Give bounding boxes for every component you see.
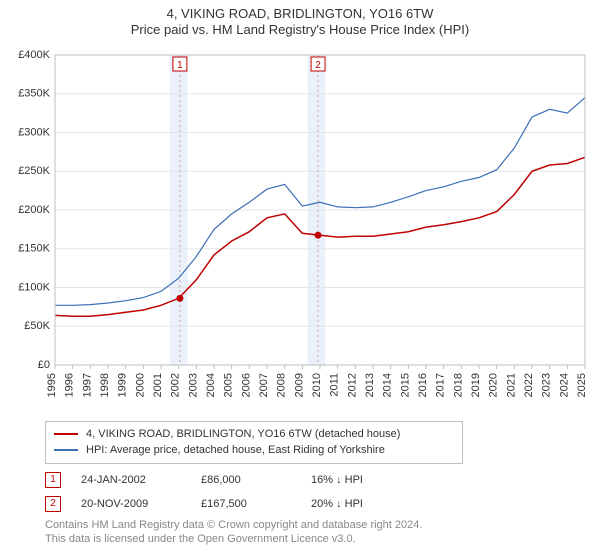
transaction-marker: 2: [45, 496, 61, 512]
chart-svg: £0 £50K £100K £150K £200K £250K £300K £350K £400…: [10, 45, 590, 415]
svg-text:2021: 2021: [505, 373, 517, 397]
svg-text:2003: 2003: [187, 373, 199, 397]
legend-item: 4, VIKING ROAD, BRIDLINGTON, YO16 6TW (d…: [54, 426, 454, 443]
svg-text:2012: 2012: [346, 373, 358, 397]
transaction-date: 20-NOV-2009: [81, 498, 181, 510]
legend-swatch: [54, 433, 78, 435]
svg-text:£400K: £400K: [18, 48, 50, 60]
svg-text:1997: 1997: [81, 373, 93, 397]
svg-text:2001: 2001: [152, 373, 164, 397]
svg-text:1999: 1999: [117, 373, 129, 397]
svg-text:2015: 2015: [399, 373, 411, 397]
chart-subtitle: Price paid vs. HM Land Registry's House …: [10, 22, 590, 38]
svg-text:2005: 2005: [223, 373, 235, 397]
transaction-price: £167,500: [201, 498, 291, 510]
legend-swatch: [54, 449, 78, 451]
svg-text:£300K: £300K: [18, 126, 50, 138]
legend-label: HPI: Average price, detached house, East…: [86, 442, 385, 459]
svg-text:£0: £0: [38, 358, 50, 370]
svg-text:2017: 2017: [435, 373, 447, 397]
transaction-row: 2 20-NOV-2009 £167,500 20% ↓ HPI: [45, 496, 590, 512]
svg-text:£200K: £200K: [18, 203, 50, 215]
svg-text:2: 2: [315, 60, 321, 71]
svg-text:2006: 2006: [240, 373, 252, 397]
svg-text:2018: 2018: [452, 373, 464, 397]
svg-text:£100K: £100K: [18, 281, 50, 293]
transaction-hpi: 16% ↓ HPI: [311, 474, 411, 486]
svg-text:2004: 2004: [205, 373, 217, 397]
svg-text:2008: 2008: [276, 373, 288, 397]
chart-title: 4, VIKING ROAD, BRIDLINGTON, YO16 6TW: [10, 6, 590, 22]
svg-text:2024: 2024: [558, 373, 570, 397]
svg-text:2014: 2014: [382, 373, 394, 397]
transaction-hpi: 20% ↓ HPI: [311, 498, 411, 510]
svg-text:2011: 2011: [329, 373, 341, 397]
chart-container: 4, VIKING ROAD, BRIDLINGTON, YO16 6TW Pr…: [0, 0, 600, 553]
svg-text:2000: 2000: [134, 373, 146, 397]
svg-text:£150K: £150K: [18, 242, 50, 254]
plot-area: £0 £50K £100K £150K £200K £250K £300K £350K £400…: [10, 45, 590, 415]
svg-text:£250K: £250K: [18, 165, 50, 177]
legend: 4, VIKING ROAD, BRIDLINGTON, YO16 6TW (d…: [45, 421, 463, 464]
transaction-marker: 1: [45, 472, 61, 488]
legend-label: 4, VIKING ROAD, BRIDLINGTON, YO16 6TW (d…: [86, 426, 400, 443]
transaction-row: 1 24-JAN-2002 £86,000 16% ↓ HPI: [45, 472, 590, 488]
svg-text:2013: 2013: [364, 373, 376, 397]
transaction-price: £86,000: [201, 474, 291, 486]
svg-text:2010: 2010: [311, 373, 323, 397]
svg-text:1996: 1996: [64, 373, 76, 397]
transactions-list: 1 24-JAN-2002 £86,000 16% ↓ HPI 2 20-NOV-2009…: [10, 472, 590, 512]
svg-text:2025: 2025: [576, 373, 588, 397]
svg-text:2002: 2002: [170, 373, 182, 397]
copyright-line1: Contains HM Land Registry data © Crown c…: [45, 518, 590, 533]
svg-text:2019: 2019: [470, 373, 482, 397]
svg-text:2020: 2020: [488, 373, 500, 397]
svg-text:£50K: £50K: [24, 320, 50, 332]
legend-item: HPI: Average price, detached house, East…: [54, 442, 454, 459]
svg-text:2016: 2016: [417, 373, 429, 397]
svg-text:2023: 2023: [541, 373, 553, 397]
svg-text:2022: 2022: [523, 373, 535, 397]
copyright: Contains HM Land Registry data © Crown c…: [45, 518, 590, 548]
svg-text:2007: 2007: [258, 373, 270, 397]
copyright-line2: This data is licensed under the Open Gov…: [45, 532, 590, 547]
svg-text:2009: 2009: [293, 373, 305, 397]
svg-text:1995: 1995: [46, 373, 58, 397]
svg-text:£350K: £350K: [18, 87, 50, 99]
svg-text:1998: 1998: [99, 373, 111, 397]
transaction-date: 24-JAN-2002: [81, 474, 181, 486]
svg-text:1: 1: [177, 60, 183, 71]
